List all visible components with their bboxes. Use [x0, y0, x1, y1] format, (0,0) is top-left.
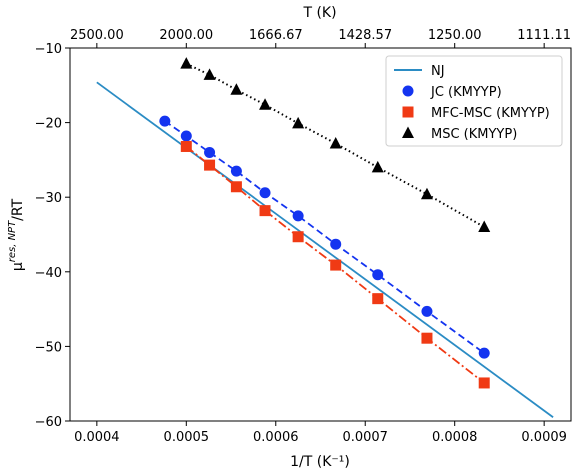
y-tick-label-3: −30: [35, 191, 62, 206]
legend-swatch-2: [402, 106, 414, 118]
series-3-point-2: [230, 83, 243, 95]
series-1-point-3: [230, 165, 242, 177]
series-1-point-7: [372, 269, 384, 281]
y-axis-label-tail: /RT: [10, 198, 26, 220]
y-axis-label-main: μ: [10, 262, 26, 271]
y-axis-label: μres, NPT/RT: [7, 198, 26, 271]
series-line-0: [96, 81, 554, 418]
y-tick-label-1: −50: [35, 340, 62, 355]
series-2-point-5: [330, 259, 342, 271]
series-3-point-4: [292, 116, 305, 129]
series-2-point-7: [421, 332, 433, 344]
series-1-point-9: [478, 347, 490, 359]
series-3-point-8: [478, 220, 491, 233]
series-1-point-2: [204, 146, 216, 158]
series-1-point-8: [421, 305, 433, 317]
series-2-point-0: [180, 140, 192, 152]
x-tick-label-5: 0.0009: [521, 430, 567, 445]
plot-frame: [69, 47, 572, 422]
y-tick-label-2: −40: [35, 266, 62, 281]
series-3-point-0: [180, 57, 193, 69]
series-1-point-6: [330, 238, 342, 250]
series-3-point-6: [371, 160, 384, 173]
series-2-point-3: [259, 205, 271, 217]
legend-label-2: MFC-MSC (KMYYP): [431, 106, 550, 121]
plot-area: [96, 57, 554, 418]
x-tick-label-4: 0.0008: [432, 430, 478, 445]
top-axis-label: T (K): [302, 5, 336, 21]
series-2-point-1: [204, 159, 216, 171]
series-3-point-7: [420, 187, 433, 200]
top-tick-label-5: 1111.11: [517, 28, 571, 43]
series-2-point-8: [478, 377, 490, 389]
top-tick-label-2: 1666.67: [249, 28, 303, 43]
legend-swatch-1: [402, 85, 414, 97]
y-tick-label-4: −20: [35, 117, 62, 132]
y-tick-label-5: −10: [35, 42, 62, 57]
top-tick-label-0: 2500.00: [70, 28, 124, 43]
x-tick-label-1: 0.0005: [164, 430, 210, 445]
legend-label-0: NJ: [431, 64, 445, 79]
top-tick-label-3: 1428.57: [338, 28, 392, 43]
x-tick-label-0: 0.0004: [74, 430, 120, 445]
series-1-point-4: [259, 187, 271, 199]
series-2-point-4: [292, 231, 304, 243]
legend-box: [385, 55, 563, 147]
series-2-point-6: [372, 293, 384, 305]
series-1-point-0: [159, 115, 171, 127]
legend: NJ JC (KMYYP) MFC-MSC (KMYYP) MSC (KMYYP): [385, 55, 563, 147]
legend-swatch-3: [402, 126, 414, 138]
series-2-point-2: [230, 181, 242, 193]
y-tick-label-0: −60: [35, 415, 62, 430]
legend-label-3: MSC (KMYYP): [431, 127, 517, 142]
x-tick-label-3: 0.0007: [342, 430, 388, 445]
x-axis-label: 1/T (K⁻¹): [290, 454, 350, 470]
series-1-point-5: [292, 210, 304, 222]
series-3-point-1: [203, 68, 216, 80]
y-axis-label-superscript: res, NPT: [7, 220, 18, 262]
x-tick-label-2: 0.0006: [253, 430, 299, 445]
series-1-point-1: [180, 130, 192, 142]
series-line-1: [164, 120, 485, 354]
legend-label-1: JC (KMYYP): [430, 85, 502, 100]
series-3-point-5: [329, 136, 342, 149]
top-tick-label-4: 1250.00: [428, 28, 482, 43]
top-tick-label-1: 2000.00: [159, 28, 213, 43]
series-3-point-3: [259, 98, 272, 110]
